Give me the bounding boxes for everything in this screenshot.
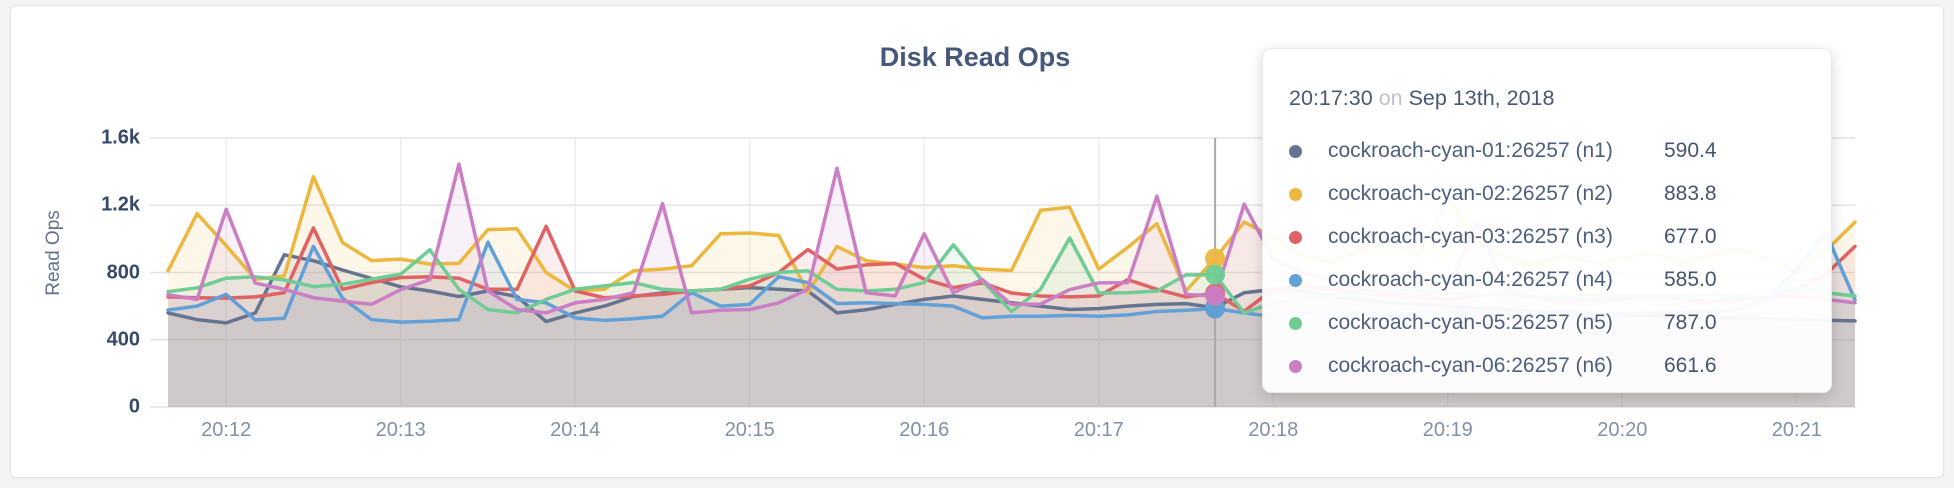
x-tick-20:13: 20:13 [375,419,426,441]
hover-dot-n5 [1205,264,1226,285]
x-tick-20:15: 20:15 [724,419,775,441]
x-tick-20:19: 20:19 [1422,419,1473,441]
tooltip-legend: cockroach-cyan-01:26257 (n1) 590.4 cockroa… [1289,135,1801,382]
y-tick-1.6k: 1.6k [101,126,140,149]
y-tick-1.2k: 1.2k [101,193,140,216]
series-name: cockroach-cyan-05:26257 (n5) [1328,311,1613,334]
tooltip-series-row: cockroach-cyan-04:26257 (n4) 585.0 [1289,264,1801,296]
series-color-dot [1289,187,1302,201]
series-color-dot [1289,316,1302,330]
series-value: 585.0 [1664,268,1717,291]
series-color-dot [1289,273,1302,287]
series-name: cockroach-cyan-04:26257 (n4) [1328,268,1613,291]
x-tick-20:14: 20:14 [550,419,601,441]
series-name: cockroach-cyan-03:26257 (n3) [1328,225,1613,248]
x-tick-20:16: 20:16 [899,419,950,441]
tooltip-on-text: on [1378,86,1403,110]
chart-title: Disk Read Ops [879,42,1071,72]
series-name: cockroach-cyan-02:26257 (n2) [1328,182,1613,205]
y-tick-0: 0 [128,395,140,418]
series-name: cockroach-cyan-01:26257 (n1) [1328,139,1613,162]
tooltip-date: Sep 13th, 2018 [1408,86,1555,110]
tooltip-series-row: cockroach-cyan-05:26257 (n5) 787.0 [1289,307,1801,339]
tooltip-series-row: cockroach-cyan-03:26257 (n3) 677.0 [1289,221,1801,253]
x-tick-20:12: 20:12 [201,419,252,441]
hover-dot-n2 [1205,248,1226,269]
series-value: 677.0 [1664,225,1717,248]
y-tick-400: 400 [106,328,140,351]
series-name: cockroach-cyan-06:26257 (n6) [1328,354,1613,377]
tooltip-header: 20:17:30 on Sep 13th, 2018 [1289,85,1801,111]
x-tick-20:17: 20:17 [1073,419,1124,441]
series-color-dot [1289,144,1302,158]
tooltip-time: 20:17:30 [1289,86,1373,110]
tooltip-series-row: cockroach-cyan-01:26257 (n1) 590.4 [1289,135,1801,167]
hover-tooltip: 20:17:30 on Sep 13th, 2018 cockroach-cya… [1262,48,1832,393]
tooltip-series-row: cockroach-cyan-06:26257 (n6) 661.6 [1289,350,1801,382]
series-value: 883.8 [1664,182,1717,205]
x-tick-20:20: 20:20 [1597,419,1648,441]
series-color-dot [1289,230,1302,244]
x-tick-20:21: 20:21 [1771,419,1822,441]
hover-dot-n6 [1205,285,1226,306]
series-value: 661.6 [1664,354,1717,377]
tooltip-series-row: cockroach-cyan-02:26257 (n2) 883.8 [1289,178,1801,210]
y-tick-800: 800 [106,261,140,283]
series-value: 590.4 [1664,139,1717,162]
series-color-dot [1289,359,1302,373]
x-tick-20:18: 20:18 [1248,419,1299,441]
series-value: 787.0 [1664,311,1717,334]
